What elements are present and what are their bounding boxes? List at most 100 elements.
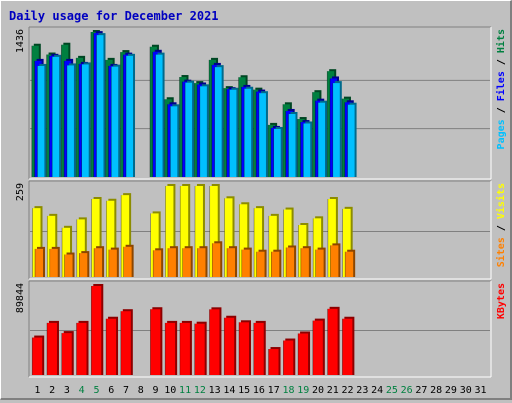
bar-kbytes-day-17 (268, 347, 281, 375)
bar-pages-day-2 (51, 54, 62, 178)
bar-sites-day-5 (93, 246, 105, 277)
bar-pages-day-16 (258, 91, 268, 177)
x-tick-label: 3 (64, 385, 70, 396)
bar-visits-day-11 (179, 184, 191, 277)
bar-kbytes-day-18 (282, 338, 296, 375)
panel-3: 89844 KBytes (15, 280, 507, 378)
x-tick-label: 13 (209, 385, 221, 396)
bar-kbytes-day-21 (327, 306, 340, 375)
bar-kbytes-day-10 (164, 320, 178, 375)
bar-kbytes-day-5 (90, 284, 104, 375)
bar-pages-day-9 (155, 52, 165, 177)
x-tick-label: 20 (312, 385, 324, 396)
bar-pages-day-7 (125, 53, 136, 178)
bar-kbytes-day-3 (61, 331, 74, 375)
panel-2: 259 Sites / Visits (15, 180, 507, 280)
x-tick-label: 7 (123, 385, 129, 396)
bar-pages-day-12 (199, 84, 209, 177)
bar-visits-day-1 (32, 206, 43, 277)
bar-kbytes-day-12 (194, 321, 207, 375)
bar-sites-day-17 (271, 249, 282, 277)
bar-kbytes-day-11 (179, 320, 192, 375)
bar-sites-day-6 (108, 247, 119, 277)
y-axis-label: Pages / Files / Hits (495, 29, 507, 149)
x-tick-label: 9 (153, 385, 159, 396)
bar-sites-day-7 (123, 244, 134, 277)
y-max-label: 89844 (15, 283, 26, 313)
bar-sites-day-13 (211, 241, 223, 277)
bar-pages-day-21 (332, 81, 342, 177)
bar-pages-day-10 (170, 104, 180, 177)
x-tick-label: 29 (445, 385, 457, 396)
bar-visits-day-14 (224, 196, 235, 277)
bar-pages-day-4 (81, 62, 91, 178)
bar-visits-day-21 (327, 197, 338, 277)
x-tick-label: 4 (79, 385, 85, 396)
x-tick-label: 23 (356, 385, 368, 396)
bar-pages-day-18 (288, 111, 298, 177)
bar-visits-day-2 (46, 213, 58, 277)
bar-sites-day-2 (49, 246, 60, 277)
bar-sites-day-1 (34, 246, 45, 277)
x-tick-label: 6 (108, 385, 114, 396)
bar-sites-day-14 (226, 246, 238, 277)
y-label-visits: Visits (495, 183, 507, 219)
bar-pages-day-5 (96, 33, 106, 178)
bar-visits-day-12 (194, 184, 205, 277)
y-label-pages: Pages (496, 119, 507, 149)
x-tick-label: 5 (93, 385, 99, 396)
bar-kbytes-day-20 (312, 318, 325, 375)
x-tick-label: 27 (415, 385, 427, 396)
bar-kbytes-day-1 (31, 335, 45, 375)
bar-kbytes-day-2 (46, 320, 59, 375)
bar-visits-day-6 (106, 198, 117, 277)
bar-sites-day-19 (300, 246, 311, 277)
bar-kbytes-day-16 (253, 320, 266, 375)
bar-visits-day-7 (120, 193, 132, 277)
x-axis: 1 2 3 4 5 6 7 8 9 10 11 12 13 14 15 16 17 18 19 20 21 22 23 24 2… (34, 385, 486, 396)
bar-sites-day-10 (167, 246, 178, 277)
y-axis-label: Sites / Visits (495, 183, 507, 267)
bar-kbytes-day-19 (297, 331, 311, 375)
x-tick-label: 31 (474, 385, 486, 396)
bar-kbytes-day-6 (105, 316, 119, 375)
y-max-label: 1436 (15, 29, 26, 53)
x-tick-label: 15 (238, 385, 250, 396)
x-tick-label: 8 (138, 385, 144, 396)
x-tick-label: 17 (268, 385, 280, 396)
bar-visits-day-3 (61, 225, 73, 277)
x-tick-label: 1 (34, 385, 40, 396)
x-tick-label: 28 (430, 385, 442, 396)
bar-kbytes-day-7 (120, 309, 133, 375)
usage-chart: Daily usage for December 2021 1436Pages … (9, 9, 507, 396)
bar-pages-day-19 (302, 121, 313, 177)
bar-pages-day-11 (184, 80, 195, 177)
x-tick-label: 22 (342, 385, 354, 396)
x-tick-label: 25 (386, 385, 398, 396)
x-tick-label: 11 (179, 385, 191, 396)
y-axis-label: KBytes (496, 283, 507, 319)
bar-kbytes-day-15 (238, 320, 251, 375)
bar-visits-day-5 (91, 197, 102, 277)
y-max-label: 259 (15, 183, 26, 201)
bar-visits-day-13 (209, 184, 220, 277)
x-tick-label: 24 (371, 385, 383, 396)
y-label-hits: Hits (495, 29, 507, 53)
bar-visits-day-9 (150, 211, 161, 277)
x-tick-label: 26 (401, 385, 413, 396)
bar-kbytes-day-13 (209, 307, 222, 375)
bar-visits-day-10 (165, 184, 176, 277)
y-label-separator: / (496, 219, 507, 237)
bar-pages-day-3 (66, 63, 76, 178)
bar-sites-day-3 (64, 252, 75, 277)
y-label-separator: / (496, 101, 507, 119)
bar-visits-day-17 (268, 213, 279, 277)
bar-pages-day-15 (243, 86, 254, 177)
bar-kbytes-day-22 (342, 316, 355, 375)
y-label-separator: / (496, 53, 507, 71)
bar-visits-day-20 (312, 216, 324, 277)
x-tick-label: 18 (282, 385, 294, 396)
bar-kbytes-day-14 (223, 315, 237, 375)
y-label-files: Files (495, 71, 507, 101)
